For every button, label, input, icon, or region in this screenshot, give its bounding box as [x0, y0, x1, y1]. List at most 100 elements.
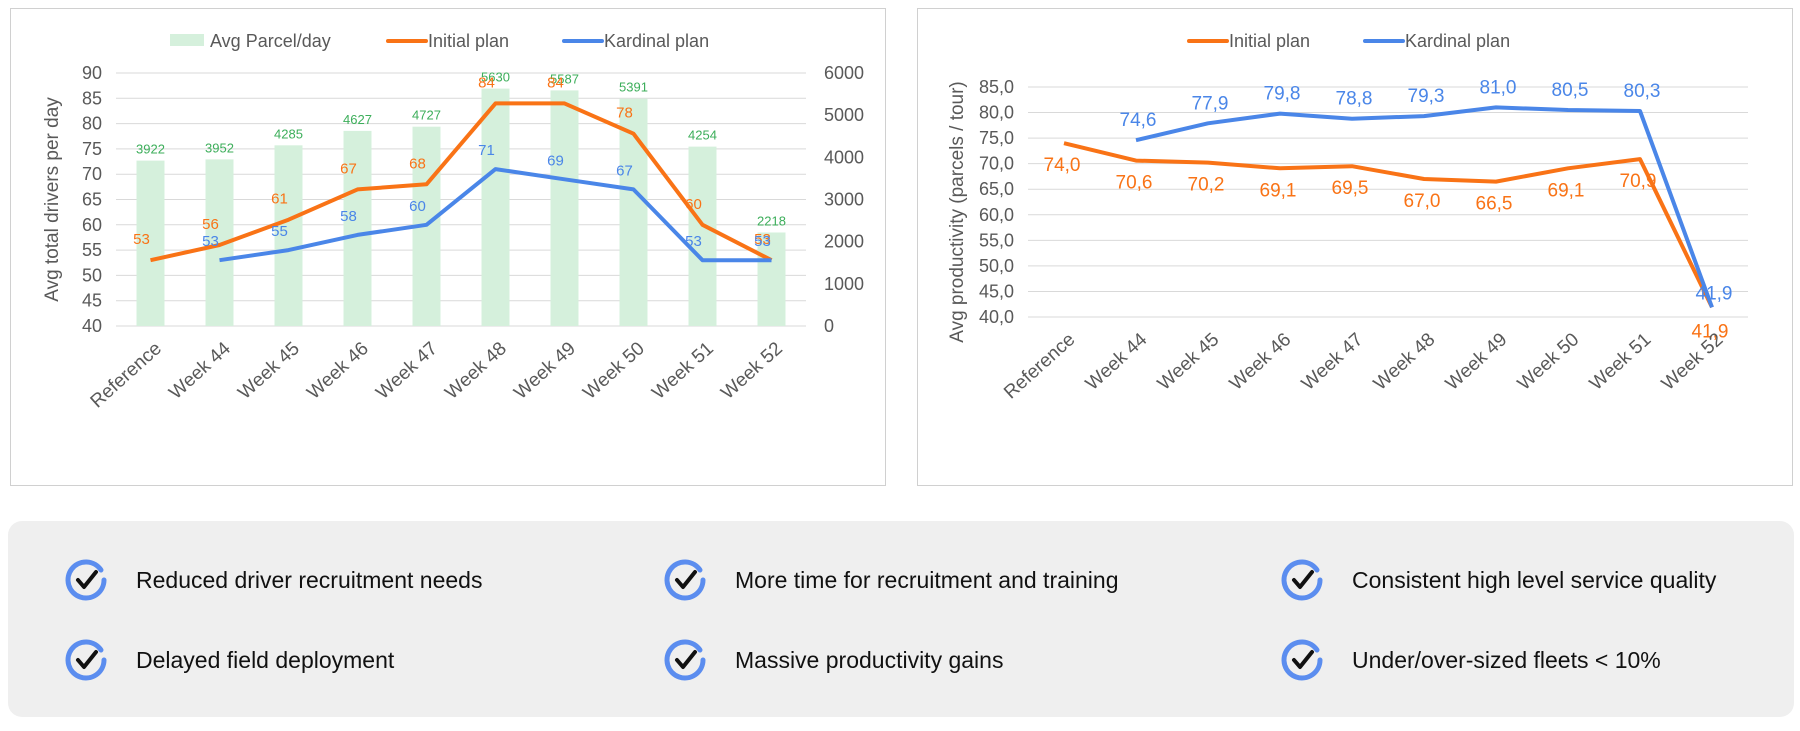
- x-tick-label: Reference: [1000, 329, 1079, 403]
- initial-data-label: 78: [616, 105, 633, 122]
- bar-data-label: 3922: [136, 142, 165, 157]
- kardinal-data-label: 67: [616, 162, 633, 179]
- y-tick-label: 55: [82, 240, 102, 260]
- initial-data-label: 84: [547, 74, 564, 91]
- benefit-label: Under/over-sized fleets < 10%: [1352, 646, 1661, 673]
- y-tick-label: 75,0: [979, 128, 1014, 148]
- x-tick-label: Week 46: [303, 338, 373, 404]
- initial-plan-line: [150, 101, 773, 263]
- benefit-item: Massive productivity gains: [663, 638, 1003, 682]
- x-tick-label: Week 50: [1514, 329, 1584, 395]
- initial-data-label: 60: [685, 196, 702, 213]
- kardinal-data-label: 58: [340, 208, 357, 225]
- bar-data-label: 4727: [412, 108, 441, 123]
- initial-data-label: 70,2: [1188, 175, 1225, 196]
- y-tick-label: 70,0: [979, 154, 1014, 174]
- y-tick-label: 75: [82, 139, 102, 159]
- y2-tick-label: 4000: [824, 147, 864, 167]
- y-axis-label: Avg total drivers per day: [42, 97, 63, 302]
- x-tick-label: Week 52: [717, 338, 787, 404]
- y-tick-label: 85,0: [979, 77, 1014, 97]
- x-tick-label: Week 51: [1586, 329, 1656, 395]
- y-tick-label: 50,0: [979, 256, 1014, 276]
- bar-data-label: 5391: [619, 80, 648, 95]
- check-circle-icon: [664, 559, 706, 601]
- benefit-label: Consistent high level service quality: [1352, 566, 1717, 593]
- initial-data-label: 69,1: [1260, 180, 1297, 201]
- kardinal-data-label: 79,3: [1408, 86, 1445, 107]
- check-circle-icon: [65, 639, 107, 681]
- initial-data-label: 84: [478, 74, 495, 91]
- kardinal-data-label: 60: [409, 198, 426, 215]
- benefit-item: Under/over-sized fleets < 10%: [1280, 638, 1661, 682]
- x-tick-label: Week 49: [1442, 329, 1512, 395]
- y-tick-label: 60: [82, 215, 102, 235]
- x-tick-label: Week 49: [510, 338, 580, 404]
- y-tick-label: 80,0: [979, 103, 1014, 123]
- legend-label: Initial plan: [428, 31, 509, 51]
- kardinal-data-label: 55: [271, 223, 288, 240]
- y2-tick-label: 1000: [824, 274, 864, 294]
- y-tick-label: 60,0: [979, 205, 1014, 225]
- bar: [274, 145, 303, 326]
- y-tick-label: 55,0: [979, 230, 1014, 250]
- x-tick-label: Week 45: [234, 338, 304, 404]
- x-tick-label: Week 51: [648, 338, 718, 404]
- bar-data-label: 4627: [343, 112, 372, 127]
- check-circle-icon: [65, 559, 107, 601]
- benefit-label: More time for recruitment and training: [735, 566, 1119, 593]
- y-tick-label: 45,0: [979, 281, 1014, 301]
- bar-data-label: 5630: [481, 70, 510, 85]
- y2-tick-label: 6000: [824, 63, 864, 83]
- productivity-chart: 40,0 45,0 50,0 55,0 60,0 65,0 70,0 75,0 80,0 85,0…: [947, 31, 1748, 403]
- x-tick-label: Week 44: [1082, 329, 1152, 395]
- kardinal-data-label: 53: [754, 233, 771, 250]
- y-tick-label: 50: [82, 265, 102, 285]
- benefit-item: More time for recruitment and training: [663, 558, 1119, 602]
- initial-data-label: 53: [133, 231, 150, 248]
- x-tick-label: Week 48: [1370, 329, 1440, 395]
- kardinal-data-label: 41,9: [1696, 283, 1733, 304]
- initial-data-label: 67: [340, 160, 357, 177]
- bar: [550, 90, 579, 327]
- legend-label: Initial plan: [1229, 31, 1310, 51]
- y2-tick-label: 3000: [824, 190, 864, 210]
- bar: [757, 232, 786, 326]
- legend-swatch: [170, 34, 204, 46]
- y-tick-label: 65: [82, 190, 102, 210]
- kardinal-data-label: 78,8: [1336, 89, 1373, 110]
- check-circle-icon: [664, 639, 706, 681]
- y-tick-label: 70: [82, 164, 102, 184]
- y-tick-label: 65,0: [979, 179, 1014, 199]
- kardinal-data-label: 77,9: [1192, 93, 1229, 114]
- bar-data-label: 2218: [757, 213, 786, 228]
- kardinal-data-label: 69: [547, 152, 564, 169]
- y-axis-label: Avg productivity (parcels / tour): [947, 81, 968, 343]
- kardinal-data-label: 53: [685, 233, 702, 250]
- initial-data-label: 69,5: [1332, 178, 1369, 199]
- y-tick-label: 40,0: [979, 307, 1014, 327]
- y2-tick-label: 5000: [824, 105, 864, 125]
- x-tick-label: Week 45: [1154, 329, 1224, 395]
- drivers-chart: 40 45 50 55 60 65 70 75 80 85 90 0 1000 2000 3000 4000 5…: [42, 31, 864, 412]
- x-tick-label: Week 46: [1226, 329, 1296, 395]
- kardinal-data-label: 80,3: [1624, 81, 1661, 102]
- bar-data-label: 4285: [274, 126, 303, 141]
- benefit-label: Massive productivity gains: [735, 646, 1004, 673]
- kardinal-data-label: 80,5: [1552, 80, 1589, 101]
- y-tick-label: 80: [82, 114, 102, 134]
- bar: [688, 146, 717, 326]
- initial-data-label: 70,9: [1620, 171, 1657, 192]
- initial-data-label: 68: [409, 155, 426, 172]
- productivity-chart-panel: 40,0 45,0 50,0 55,0 60,0 65,0 70,0 75,0 80,0 85,0…: [917, 8, 1793, 486]
- initial-data-label: 70,6: [1116, 173, 1153, 194]
- x-tick-label: Week 44: [165, 338, 235, 404]
- x-tick-label: Week 47: [1298, 329, 1368, 395]
- y-tick-label: 40: [82, 316, 102, 336]
- legend-label: Kardinal plan: [604, 31, 709, 51]
- initial-data-label: 61: [271, 191, 288, 208]
- legend-label: Kardinal plan: [1405, 31, 1510, 51]
- legend-label: Avg Parcel/day: [210, 31, 331, 51]
- y2-tick-label: 0: [824, 316, 834, 336]
- initial-data-label: 53: [754, 231, 771, 248]
